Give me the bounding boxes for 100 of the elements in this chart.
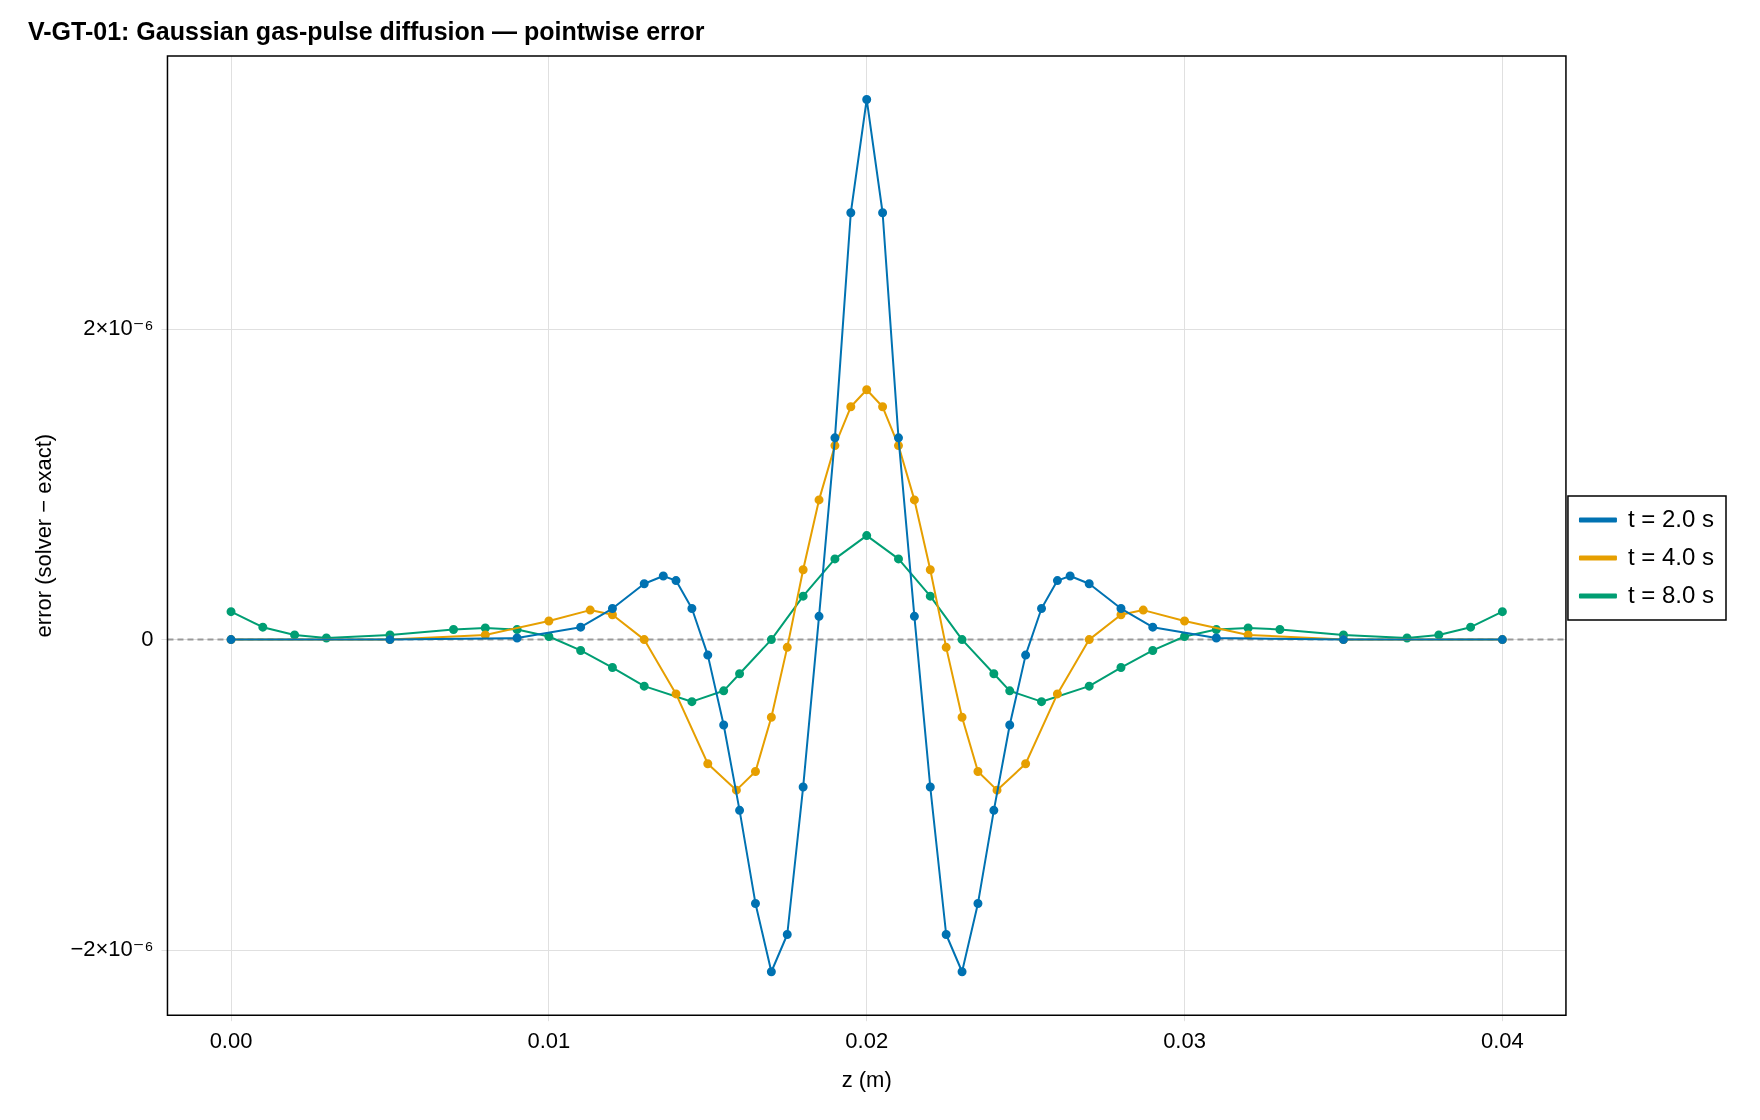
point bbox=[862, 385, 872, 395]
point bbox=[1148, 622, 1158, 632]
point bbox=[1148, 645, 1158, 655]
point bbox=[719, 720, 729, 730]
point bbox=[925, 591, 935, 601]
point bbox=[671, 576, 681, 586]
point bbox=[1005, 686, 1015, 696]
point bbox=[846, 402, 856, 412]
point bbox=[1243, 623, 1253, 633]
point bbox=[766, 967, 776, 977]
x-tick-label: 0.03 bbox=[1163, 1028, 1206, 1054]
point bbox=[957, 635, 967, 645]
point bbox=[226, 607, 236, 617]
point bbox=[1466, 622, 1476, 632]
point bbox=[719, 686, 729, 696]
point bbox=[703, 759, 713, 769]
point bbox=[576, 622, 586, 632]
point bbox=[1180, 616, 1190, 626]
point bbox=[639, 579, 649, 589]
point bbox=[639, 635, 649, 645]
point bbox=[862, 94, 872, 104]
point bbox=[290, 630, 300, 640]
point bbox=[1275, 625, 1285, 634]
point bbox=[909, 495, 919, 505]
point bbox=[1084, 681, 1094, 691]
point bbox=[957, 712, 967, 722]
point bbox=[735, 805, 745, 815]
point bbox=[909, 611, 919, 621]
point bbox=[862, 531, 872, 541]
point bbox=[798, 782, 808, 792]
point bbox=[878, 208, 888, 218]
point bbox=[1037, 697, 1047, 707]
point bbox=[687, 697, 697, 707]
point bbox=[658, 571, 668, 581]
point bbox=[1084, 635, 1094, 645]
point bbox=[544, 616, 554, 626]
point bbox=[735, 669, 745, 679]
point bbox=[989, 805, 999, 815]
point bbox=[258, 622, 268, 632]
x-axis-title: z (m) bbox=[841, 1066, 892, 1092]
point bbox=[798, 591, 808, 601]
point bbox=[639, 681, 649, 691]
point bbox=[798, 565, 808, 575]
point bbox=[925, 565, 935, 575]
point bbox=[957, 967, 967, 977]
point bbox=[750, 898, 760, 908]
point bbox=[941, 929, 951, 939]
chart-title: V-GT-01: Gaussian gas-pulse diffusion — pointwise error bbox=[28, 16, 705, 45]
point bbox=[782, 642, 792, 652]
point bbox=[1052, 576, 1062, 586]
point bbox=[1116, 663, 1126, 673]
point bbox=[941, 642, 951, 652]
point bbox=[893, 554, 903, 564]
point bbox=[703, 650, 713, 660]
y-tick-label: −2×10⁻⁶ bbox=[70, 936, 154, 962]
point bbox=[750, 767, 760, 777]
point bbox=[766, 712, 776, 722]
x-tick-label: 0.00 bbox=[209, 1028, 253, 1054]
point bbox=[1497, 607, 1507, 617]
x-tick-label: 0.01 bbox=[527, 1028, 571, 1054]
point bbox=[814, 611, 824, 621]
x-tick-label: 0.02 bbox=[845, 1028, 889, 1054]
point bbox=[1138, 605, 1148, 615]
point bbox=[830, 554, 840, 564]
legend-label: t = 2.0 s bbox=[1627, 504, 1715, 532]
point bbox=[1434, 630, 1444, 640]
y-axis-title: error (solver − exact) bbox=[31, 433, 57, 638]
point bbox=[671, 689, 681, 699]
point bbox=[893, 433, 903, 443]
point bbox=[1116, 604, 1126, 614]
point bbox=[989, 669, 999, 679]
y-tick-label: 2×10⁻⁶ bbox=[83, 315, 154, 341]
point bbox=[1021, 650, 1031, 660]
point bbox=[830, 433, 840, 443]
point bbox=[687, 604, 697, 614]
point bbox=[449, 625, 459, 634]
point bbox=[1065, 571, 1075, 581]
point bbox=[607, 663, 617, 673]
point bbox=[973, 898, 983, 908]
point bbox=[1021, 759, 1031, 769]
point bbox=[925, 782, 935, 792]
point bbox=[576, 645, 586, 655]
y-tick-label: 0 bbox=[141, 625, 154, 651]
point bbox=[973, 767, 983, 777]
point bbox=[1084, 579, 1094, 589]
point bbox=[480, 623, 490, 633]
legend-label: t = 4.0 s bbox=[1627, 542, 1715, 570]
point bbox=[846, 208, 856, 218]
point bbox=[1211, 633, 1221, 643]
x-tick-label: 0.04 bbox=[1480, 1028, 1524, 1054]
point bbox=[1037, 604, 1047, 614]
point bbox=[878, 402, 888, 412]
point bbox=[766, 635, 776, 645]
point bbox=[512, 633, 522, 643]
point bbox=[814, 495, 824, 505]
point bbox=[1052, 689, 1062, 699]
point bbox=[782, 929, 792, 939]
point bbox=[585, 605, 595, 615]
legend-label: t = 8.0 s bbox=[1627, 580, 1715, 608]
point bbox=[1005, 720, 1015, 730]
